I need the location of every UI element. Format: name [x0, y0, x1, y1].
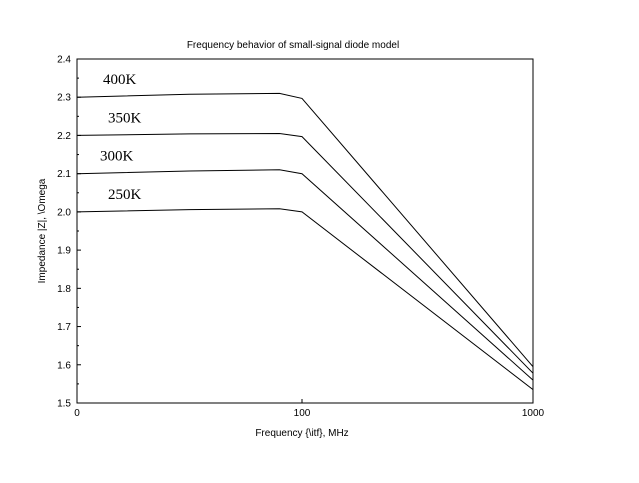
plot-frame [76, 58, 534, 404]
y-axis-ticks: 1.5 1.6 1.7 1.8 1.9 2.0 2.1 2.2 2.3 2.4 [57, 55, 81, 410]
x-axis-label: Frequency {\itf}, MHz [255, 428, 348, 439]
series-labels: 400K 350K 300K 250K [100, 72, 142, 203]
y-tick-label: 2.4 [57, 55, 71, 66]
series-label: 250K [108, 187, 142, 203]
x-tick-label: 1000 [522, 408, 545, 419]
x-axis-ticks: 0 100 1000 [74, 399, 545, 419]
y-tick-label: 2.1 [57, 169, 71, 180]
series-label: 400K [103, 72, 137, 88]
chart-title: Frequency behavior of small-signal diode… [187, 40, 399, 51]
series-label: 350K [108, 110, 142, 126]
y-tick-label: 1.7 [57, 322, 71, 333]
y-tick-label: 1.6 [57, 360, 71, 371]
x-tick-label: 0 [74, 408, 80, 419]
y-tick-label: 1.8 [57, 284, 71, 295]
series-line [76, 132, 534, 374]
series-line [76, 169, 534, 381]
y-tick-label: 2.0 [57, 207, 71, 218]
y-tick-label: 2.2 [57, 131, 71, 142]
y-tick-label: 2.3 [57, 93, 71, 104]
series-lines [76, 92, 534, 390]
y-tick-label: 1.5 [57, 399, 71, 410]
y-axis-label: Impedance |Z|, \Omega [37, 178, 48, 283]
series-line [76, 92, 534, 368]
series-line [76, 208, 534, 390]
x-tick-label: 100 [294, 408, 311, 419]
series-label: 300K [100, 149, 134, 165]
y-tick-label: 1.9 [57, 246, 71, 257]
